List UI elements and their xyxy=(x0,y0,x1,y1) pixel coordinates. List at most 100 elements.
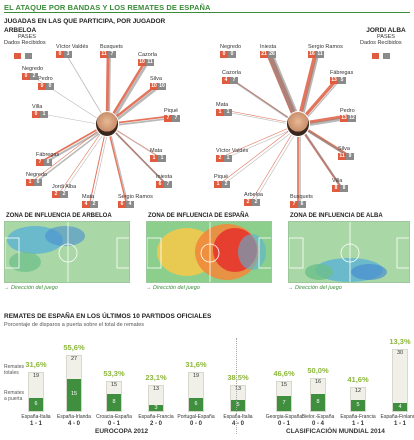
given-value: 10 xyxy=(138,59,146,66)
node-values: 13 12 xyxy=(340,115,356,122)
arbeloa-node: Negredo 1 6 xyxy=(26,172,47,186)
arbeloa-received-line xyxy=(108,125,129,205)
legend-on-target: Remates a puerta xyxy=(4,390,25,402)
direction-text: Dirección del juego xyxy=(153,285,200,291)
title-divider xyxy=(4,12,410,13)
arbeloa-received-line xyxy=(61,125,110,195)
percent-label: 46,6% xyxy=(273,368,295,378)
arbeloa-node: Víctor Valdés 0 3 xyxy=(56,44,88,58)
total-shots-bar: 13 3 xyxy=(148,384,164,412)
percent-label: 31,6% xyxy=(185,360,207,370)
direction-text: Dirección del juego xyxy=(295,285,342,291)
match-score: 2 - 0 xyxy=(149,421,162,427)
arbeloa-received-line xyxy=(108,125,161,159)
node-values: 16 11 xyxy=(308,51,343,58)
arbeloa-avatar xyxy=(95,111,119,137)
received-value: 1 xyxy=(224,109,232,116)
total-shots-value: 15 xyxy=(280,381,288,388)
received-value: 7 xyxy=(172,115,180,122)
alba-node: Negredo 0 0 xyxy=(220,44,241,58)
zone-arbeloa: ZONA DE INFLUENCIA DE ARBELOA → Direcció… xyxy=(4,213,132,291)
total-shots-bar: 27 15 xyxy=(66,355,82,412)
arbeloa-node: Busquets 11 7 xyxy=(100,44,123,58)
arbeloa-node: Pedro 0 0 xyxy=(38,76,54,90)
node-name: Mata xyxy=(216,102,229,108)
match-score: 0 - 4 xyxy=(311,421,324,427)
given-value: 1 xyxy=(216,109,224,116)
given-value: 2 xyxy=(216,155,224,162)
given-value: 10 xyxy=(150,83,158,90)
node-name: Cazorla xyxy=(222,70,241,76)
node-name: Víctor Valdés xyxy=(56,44,89,50)
shots-legend: Remates totales Remates a puerta xyxy=(4,364,26,402)
arbeloa-received-line xyxy=(91,125,110,205)
received-value: 1 xyxy=(224,155,232,162)
on-target-bar: 8 xyxy=(107,394,121,411)
alba-node: Busquets 7 6 xyxy=(290,194,313,208)
total-shots-bar: 15 7 xyxy=(276,380,292,412)
given-swatch xyxy=(14,52,21,59)
node-name: Villa xyxy=(32,104,43,110)
received-value: 1 xyxy=(40,111,48,118)
shots-chart-title: REMATES DE ESPAÑA EN LOS ÚLTIMOS 10 PART… xyxy=(4,313,212,320)
on-target-bar: 5 xyxy=(351,400,365,411)
alba-received-line xyxy=(299,125,343,189)
left-passes-label: PASES xyxy=(18,34,36,40)
received-value: 8 xyxy=(44,159,52,166)
on-target-bar: 4 xyxy=(393,402,407,411)
alba-node: Sergio Ramos 16 11 xyxy=(308,44,343,58)
on-target-bar: 8 xyxy=(311,394,325,411)
page-title: EL ATAQUE POR BANDAS Y LOS REMATES DE ES… xyxy=(4,3,211,12)
arbeloa-node: Silva 10 10 xyxy=(150,76,166,90)
node-name: Mata xyxy=(150,148,163,154)
given-value: 13 xyxy=(340,115,348,122)
node-name: Silva xyxy=(150,76,162,82)
received-value: 12 xyxy=(348,115,356,122)
right-player-name: JORDI ALBA xyxy=(366,27,406,34)
node-name: Víctor Valdés xyxy=(216,148,249,154)
total-shots-value: 30 xyxy=(396,350,404,356)
left-received-label: Recibidos xyxy=(21,40,46,46)
received-swatch xyxy=(383,52,391,59)
on-target-bar: 15 xyxy=(67,379,81,411)
jordi-alba-avatar xyxy=(286,111,310,137)
arbeloa-received-line xyxy=(108,117,175,127)
node-name: Arbeloa xyxy=(244,192,263,198)
total-shots-bar: 19 6 xyxy=(188,372,204,412)
given-value: 4 xyxy=(222,77,230,84)
direction-label: → Dirección del juego xyxy=(4,285,58,291)
alba-node: Fábregas 13 5 xyxy=(330,70,353,84)
node-values: 11 9 xyxy=(338,153,354,160)
right-player-legend: JORDI ALBA PASES Dados Recibidos xyxy=(360,27,412,65)
node-values: 10 10 xyxy=(150,83,166,90)
arbeloa-node: Piqué 7 7 xyxy=(164,108,180,122)
alba-given-line xyxy=(223,123,299,157)
on-target-bar: 6 xyxy=(189,398,203,411)
given-value: 0 xyxy=(32,111,40,118)
received-value: 1 xyxy=(158,155,166,162)
node-name: Iniesta xyxy=(260,44,277,50)
arbeloa-node: Jordi Alba 2 2 xyxy=(52,184,76,198)
alba-given-line xyxy=(251,123,299,201)
left-passes-sublabels: Dados Recibidos xyxy=(4,40,54,46)
alba-given-line xyxy=(223,109,299,125)
given-value: 0 xyxy=(56,51,64,58)
arbeloa-given-line xyxy=(33,123,108,181)
given-value: 6 xyxy=(156,181,164,188)
match-label: España-Irlanda xyxy=(57,414,91,420)
node-name: Negredo xyxy=(220,44,242,50)
alba-node: Piqué 1 2 xyxy=(214,174,230,188)
received-value: 11 xyxy=(146,59,154,66)
competition-mundial: CLASIFICACIÓN MUNDIAL 2014 xyxy=(286,428,385,435)
zone-title: ZONA DE INFLUENCIA DE ARBELOA xyxy=(4,213,132,219)
shots-chart-subtitle: Porcentaje de disparos a puerta sobre el… xyxy=(4,322,145,328)
received-value: 0 xyxy=(46,83,54,90)
alba-node: Arbeloa 2 2 xyxy=(244,192,263,206)
given-value: 2 xyxy=(244,199,252,206)
arbeloa-node: Iniesta 6 7 xyxy=(156,174,172,188)
